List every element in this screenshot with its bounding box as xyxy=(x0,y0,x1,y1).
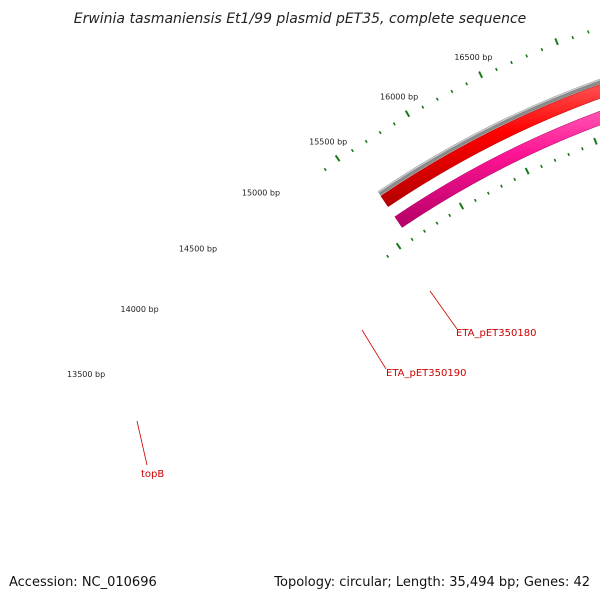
major-tick xyxy=(524,167,530,175)
gene-label-topb[interactable]: topB xyxy=(141,469,164,480)
minor-tick xyxy=(323,167,327,172)
minor-tick xyxy=(350,148,354,153)
leader-line-topb xyxy=(136,420,148,466)
map-title: Erwinia tasmaniensis Et1/99 plasmid pET3… xyxy=(74,11,527,27)
major-tick xyxy=(404,110,411,118)
backbone-highlight xyxy=(377,79,600,193)
minor-tick xyxy=(435,221,439,225)
tick-label-14500: 14500 bp xyxy=(179,244,217,253)
leader-line-eta-pet350190 xyxy=(361,329,387,370)
tick-label-16000: 16000 bp xyxy=(380,92,418,101)
accession-text: Accession: NC_010696 xyxy=(9,575,157,590)
gene-arrow-topb[interactable] xyxy=(394,81,600,228)
tick-label-15000: 15000 bp xyxy=(242,188,280,197)
minor-tick xyxy=(421,105,425,109)
inner-tick-ring xyxy=(386,137,598,259)
minor-tick xyxy=(500,184,503,188)
topology-summary: Topology: circular; Length: 35,494 bp; G… xyxy=(273,575,590,590)
gene-label-eta-pet350190[interactable]: ETA_pET350190 xyxy=(386,368,466,379)
minor-tick xyxy=(378,130,382,135)
minor-tick xyxy=(540,47,544,52)
minor-tick xyxy=(495,67,498,72)
minor-tick xyxy=(448,213,452,218)
minor-tick xyxy=(435,97,439,101)
major-tick xyxy=(334,154,341,162)
outer-tick-ring xyxy=(323,30,590,172)
backbone-ring xyxy=(377,78,600,196)
minor-tick xyxy=(465,82,469,86)
minor-tick xyxy=(581,146,584,151)
minor-tick xyxy=(410,237,414,242)
major-tick xyxy=(478,71,484,79)
tick-label-13500: 13500 bp xyxy=(67,370,105,379)
minor-tick xyxy=(553,158,557,163)
minor-tick xyxy=(513,177,517,182)
reverse-gene-track xyxy=(394,81,600,228)
minor-tick xyxy=(525,54,528,58)
tick-label-16500: 16500 bp xyxy=(454,53,492,62)
major-tick xyxy=(554,37,559,46)
minor-tick xyxy=(450,89,454,94)
gene-label-eta-pet350180[interactable]: ETA_pET350180 xyxy=(456,328,536,339)
minor-tick xyxy=(364,139,368,144)
minor-tick xyxy=(386,254,390,259)
minor-tick xyxy=(486,191,490,195)
gene-arrow-forward-left[interactable] xyxy=(380,57,600,208)
major-tick xyxy=(395,242,402,250)
minor-tick xyxy=(540,164,543,169)
tick-label-14000: 14000 bp xyxy=(121,305,159,314)
minor-tick xyxy=(510,60,513,65)
major-tick xyxy=(593,137,598,145)
tick-label-group: 13500 bp 14000 bp 14500 bp 15000 bp 1550… xyxy=(67,53,492,379)
gene-label-group: ETA_pET350180 ETA_pET350190 topB xyxy=(136,290,536,480)
forward-gene-track xyxy=(380,57,600,208)
minor-tick xyxy=(423,229,426,233)
tick-label-15500: 15500 bp xyxy=(309,138,347,147)
minor-tick xyxy=(571,35,575,40)
minor-tick xyxy=(587,30,590,34)
major-tick xyxy=(458,202,465,210)
minor-tick xyxy=(392,122,396,126)
minor-tick xyxy=(473,198,477,203)
minor-tick xyxy=(567,152,570,157)
leader-line-eta-pet350180 xyxy=(429,290,458,330)
